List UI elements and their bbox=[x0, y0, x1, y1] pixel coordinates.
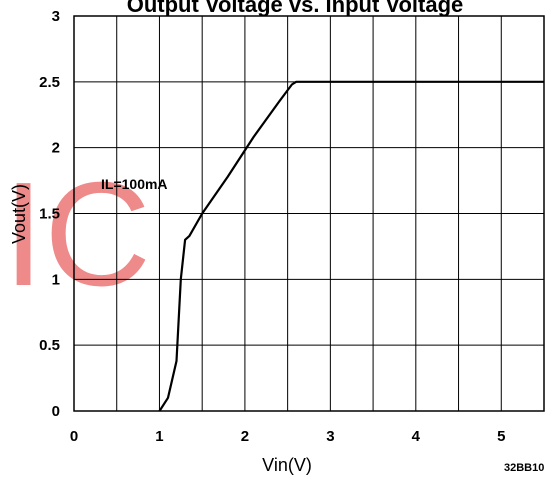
x-tick-label: 1 bbox=[155, 428, 163, 445]
x-axis-label: Vin(V) bbox=[262, 455, 312, 475]
plot-frame bbox=[73, 15, 545, 412]
figure-code: 32BB10 bbox=[504, 462, 544, 474]
tick-labels: 0 1 2 3 4 5 0 0.5 1 1.5 2 2.5 3 bbox=[39, 8, 505, 445]
y-tick-label: 1 bbox=[52, 271, 60, 288]
y-tick-label: 3 bbox=[52, 8, 60, 25]
y-tick-label: 0.5 bbox=[39, 337, 60, 354]
watermark-group: IC bbox=[3, 152, 151, 317]
x-tick-label: 5 bbox=[497, 428, 505, 445]
x-tick-label: 3 bbox=[326, 428, 334, 445]
chart-title-group: Output Voltage vs. Input Voltage bbox=[127, 0, 464, 17]
grid bbox=[74, 16, 544, 411]
x-tick-label: 2 bbox=[241, 428, 249, 445]
y-tick-label: 0 bbox=[52, 403, 60, 420]
x-tick-label: 4 bbox=[412, 428, 421, 445]
watermark-text: IC bbox=[3, 152, 151, 317]
series-line bbox=[158, 80, 544, 412]
load-current-annotation: IL=100mA bbox=[101, 176, 168, 192]
y-axis-label: Vout(V) bbox=[9, 184, 29, 244]
y-tick-label: 1.5 bbox=[39, 206, 60, 223]
x-tick-label: 0 bbox=[70, 428, 78, 445]
y-tick-label: 2.5 bbox=[39, 74, 60, 91]
chart-title: Output Voltage vs. Input Voltage bbox=[127, 0, 464, 17]
y-tick-label: 2 bbox=[52, 140, 60, 157]
